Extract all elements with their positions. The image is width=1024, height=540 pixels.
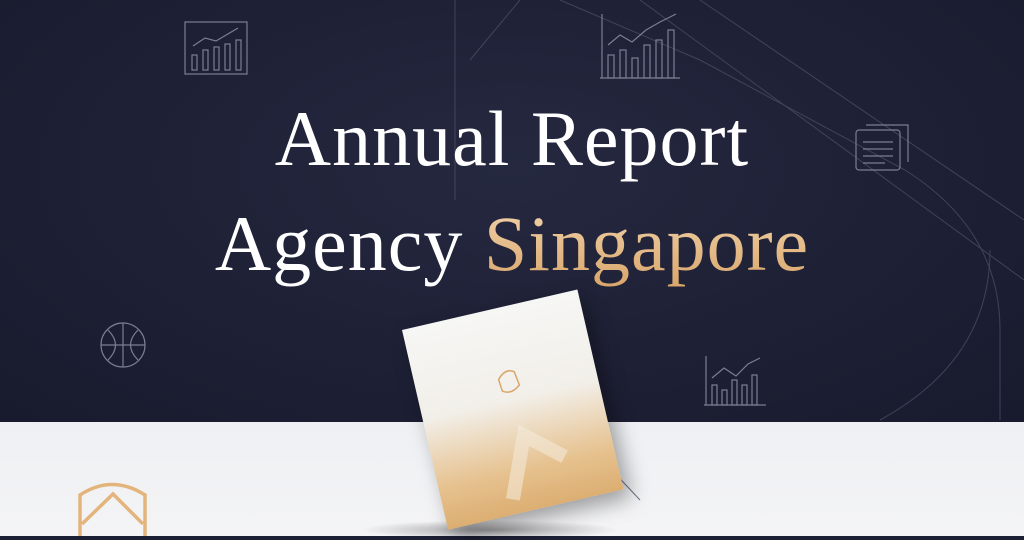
bar-chart-icon [704, 356, 766, 406]
book-logo-icon [497, 370, 568, 501]
bar-chart-icon [600, 13, 680, 79]
headline-line-2: Agency Singapore [0, 205, 1024, 283]
book-shadow [360, 520, 620, 540]
annual-report-book [402, 289, 624, 530]
headline-agency: Agency [214, 200, 464, 287]
document-icon [855, 124, 909, 171]
bar-chart-icon [184, 21, 248, 75]
shield-logo-icon [78, 482, 147, 536]
headline-singapore: Singapore [483, 200, 810, 287]
headline-line-1: Annual Report [274, 95, 750, 182]
globe-icon [100, 322, 146, 368]
